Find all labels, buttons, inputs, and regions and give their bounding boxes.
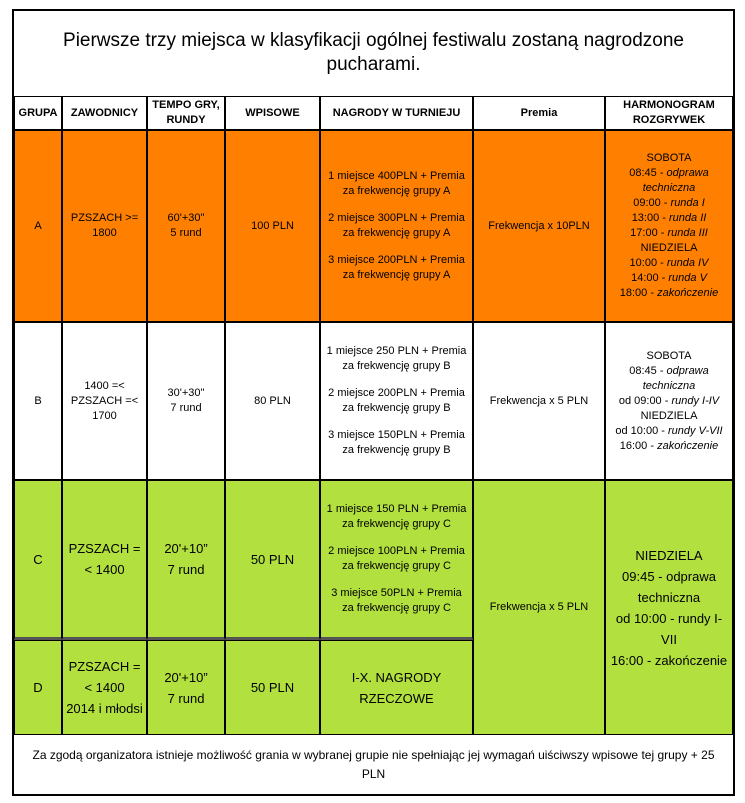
header-row: GRUPA ZAWODNICY TEMPO GRY, RUNDY WPISOWE… <box>14 96 733 130</box>
rounds-value: 5 rund <box>170 227 202 239</box>
schedule: SOBOTA 08:45 - odprawa techniczna od 09:… <box>605 322 733 480</box>
header-wpisowe: WPISOWE <box>225 96 320 130</box>
entry-fee: 100 PLN <box>225 130 320 322</box>
schedule-line: 14:00 - runda V <box>631 272 707 284</box>
schedule-day: NIEDZIELA <box>640 409 698 422</box>
header-harmonogram: HARMONOGRAM ROZGRYWEK <box>605 96 733 130</box>
group-label: D <box>14 640 62 735</box>
schedule-day: SOBOTA <box>646 349 692 362</box>
page-title: Pierwsze trzy miejsca w klasyfikacji ogó… <box>63 30 684 75</box>
schedule-line: 10:00 - runda IV <box>629 257 709 269</box>
schedule-line: 18:00 - zakończenie <box>619 287 719 299</box>
players-requirement: PZSZACH >= 1800 <box>62 130 147 322</box>
schedule-line: 09:45 - odprawa techniczna <box>622 568 716 605</box>
prize-3: 3 miejsce 50PLN + Premia za frekwencję g… <box>331 587 462 614</box>
tempo-value: 60'+30" <box>167 212 205 224</box>
document-frame <box>12 9 735 796</box>
schedule-day: NIEDZIELA <box>635 547 703 563</box>
prize-3: 3 miejsce 150PLN + Premia za frekwencję … <box>328 429 465 456</box>
time-control: 20'+10” 7 rund <box>147 640 225 735</box>
prizes: 1 miejsce 400PLN + Premia za frekwencję … <box>320 130 473 322</box>
schedule-line: 16:00 - zakończenie <box>610 652 728 668</box>
group-label: C <box>14 480 62 640</box>
prize-2: 2 miejsce 200PLN + Premia za frekwencję … <box>328 387 465 414</box>
schedule-line: techniczna <box>642 379 696 392</box>
schedule-day: SOBOTA <box>646 152 692 164</box>
rounds-value: 7 rund <box>167 562 205 577</box>
table-row-group-c: C PZSZACH =< 1400 20'+10” 7 rund 50 PLN … <box>14 480 733 735</box>
premia-value: Frekwencja x 10PLN <box>473 130 605 322</box>
premia-value: Frekwencja x 5 PLN <box>473 322 605 480</box>
schedule-line: 09:00 - runda I <box>633 197 705 209</box>
tempo-value: 20'+10” <box>164 541 208 556</box>
premia-value: Frekwencja x 5 PLN <box>473 480 605 735</box>
time-control: 30'+30" 7 rund <box>147 322 225 480</box>
header-nagrody: NAGRODY W TURNIEJU <box>320 96 473 130</box>
prize-1: 1 miejsce 150 PLN + Premia za frekwencję… <box>326 503 467 530</box>
prizes: 1 miejsce 150 PLN + Premia za frekwencję… <box>320 480 473 640</box>
footer-note: Za zgodą organizatora istnieje możliwość… <box>32 748 715 781</box>
schedule: SOBOTA 08:45 - odprawa techniczna 09:00 … <box>605 130 733 322</box>
schedule-line: od 10:00 - rundy I-VII <box>615 610 723 647</box>
schedule-line: 08:45 - odprawa <box>629 167 709 179</box>
time-control: 60'+30" 5 rund <box>147 130 225 322</box>
table-row-group-a: A PZSZACH >= 1800 60'+30" 5 rund 100 PLN… <box>14 130 733 322</box>
tempo-value: 30'+30" <box>167 387 205 399</box>
header-grupa: GRUPA <box>14 96 62 130</box>
entry-fee: 50 PLN <box>225 640 320 735</box>
schedule-line: od 10:00 - rundy V-VII <box>615 424 723 437</box>
schedule-line: 08:45 - odprawa <box>629 364 709 377</box>
entry-fee: 80 PLN <box>225 322 320 480</box>
tempo-value: 20'+10” <box>164 669 208 685</box>
prize-2: 2 miejsce 300PLN + Premia za frekwencję … <box>328 212 465 239</box>
schedule-line: 17:00 - runda III <box>630 227 708 239</box>
prize-2: 2 miejsce 100PLN + Premia za frekwencję … <box>328 545 465 572</box>
schedule-line: 16:00 - zakończenie <box>619 439 719 452</box>
prize-3: 3 miejsce 200PLN + Premia za frekwencję … <box>328 254 465 281</box>
schedule-line: 13:00 - runda II <box>631 212 707 224</box>
prizes: 1 miejsce 250 PLN + Premia za frekwencję… <box>320 322 473 480</box>
header-tempo: TEMPO GRY, RUNDY <box>147 96 225 130</box>
time-control: 20'+10” 7 rund <box>147 480 225 640</box>
schedule-day: NIEDZIELA <box>640 242 698 254</box>
players-requirement: 1400 =< PZSZACH =< 1700 <box>62 322 147 480</box>
group-label: B <box>14 322 62 480</box>
players-requirement: PZSZACH =< 1400 2014 i młodsi <box>62 640 147 735</box>
rounds-value: 7 rund <box>170 402 202 414</box>
schedule: NIEDZIELA 09:45 - odprawa techniczna od … <box>605 480 733 735</box>
prize-1: 1 miejsce 250 PLN + Premia za frekwencję… <box>326 345 467 372</box>
table-row-group-b: B 1400 =< PZSZACH =< 1700 30'+30" 7 rund… <box>14 322 733 480</box>
rounds-value: 7 rund <box>167 690 205 706</box>
schedule-line: od 09:00 - rundy I-IV <box>618 394 720 407</box>
tournament-table: GRUPA ZAWODNICY TEMPO GRY, RUNDY WPISOWE… <box>14 96 733 735</box>
header-premia: Premia <box>473 96 605 130</box>
group-label: A <box>14 130 62 322</box>
prizes: I-X. NAGRODY RZECZOWE <box>320 640 473 735</box>
entry-fee: 50 PLN <box>225 480 320 640</box>
prize-1: 1 miejsce 400PLN + Premia za frekwencję … <box>328 170 465 197</box>
schedule-line: techniczna <box>642 182 696 194</box>
players-requirement: PZSZACH =< 1400 <box>62 480 147 640</box>
header-zawodnicy: ZAWODNICY <box>62 96 147 130</box>
table-row-group-d: D PZSZACH =< 1400 2014 i młodsi 20'+10” … <box>14 640 733 735</box>
